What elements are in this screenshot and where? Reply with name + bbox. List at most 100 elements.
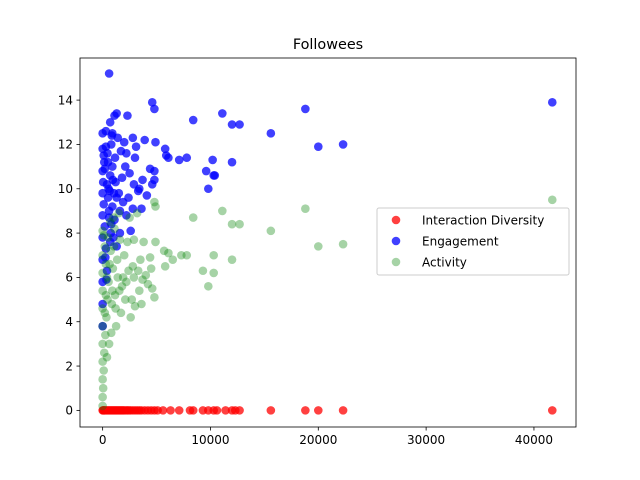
data-point — [100, 242, 110, 251]
data-point — [119, 137, 129, 147]
data-point — [159, 246, 169, 256]
data-point — [142, 191, 152, 200]
data-point — [137, 299, 146, 309]
axes-frame — [79, 57, 577, 428]
data-point — [221, 406, 230, 415]
data-point — [101, 253, 110, 262]
legend-marker — [391, 257, 401, 267]
data-point — [338, 140, 348, 149]
axes: 0 10000 20000 30000 40000 0 2 4 6 8 10 12 14 — [58, 57, 577, 447]
data-point — [122, 277, 131, 287]
data-point — [106, 328, 116, 338]
plot-area — [98, 69, 557, 415]
data-point — [98, 304, 107, 313]
data-point — [110, 111, 119, 120]
data-point — [198, 266, 208, 276]
data-point — [116, 308, 126, 318]
data-point — [204, 281, 213, 291]
data-point — [188, 213, 198, 222]
data-point — [101, 290, 111, 300]
data-point — [107, 131, 117, 140]
data-point — [314, 142, 323, 151]
data-point — [125, 168, 134, 178]
data-point — [210, 171, 220, 180]
data-point — [115, 228, 125, 238]
data-point — [168, 255, 178, 264]
data-point — [99, 348, 109, 358]
y-tick-label: 0 — [65, 404, 73, 418]
data-point — [103, 233, 113, 242]
data-point — [117, 173, 127, 182]
data-point — [147, 180, 157, 189]
data-point — [235, 406, 244, 415]
y-tick-label: 14 — [58, 93, 73, 107]
data-point — [98, 375, 107, 384]
data-point — [119, 250, 129, 260]
data-point — [120, 162, 130, 171]
chart-title: Followees — [293, 37, 363, 53]
data-point — [106, 140, 116, 149]
data-point — [209, 250, 218, 260]
data-point — [131, 142, 141, 151]
data-point — [105, 217, 115, 227]
data-point — [135, 184, 144, 194]
data-point — [227, 120, 237, 129]
data-point — [115, 286, 124, 296]
data-point — [126, 313, 135, 322]
data-point — [130, 153, 140, 163]
series-2 — [98, 195, 557, 411]
data-point — [338, 239, 348, 249]
data-point — [128, 133, 138, 143]
x-tick-label: 10000 — [191, 433, 229, 447]
data-point — [98, 321, 107, 331]
data-point — [227, 255, 237, 264]
data-point — [301, 204, 310, 213]
data-point — [108, 264, 118, 273]
data-point — [161, 151, 171, 160]
data-point — [266, 406, 276, 415]
data-point — [177, 250, 186, 260]
y-tick-label: 4 — [65, 315, 73, 329]
data-point — [113, 273, 123, 282]
legend-marker — [391, 215, 401, 225]
data-point — [103, 193, 113, 202]
data-point — [123, 237, 132, 247]
data-point — [174, 155, 184, 165]
data-point — [124, 266, 133, 276]
x-tick-label: 40000 — [515, 433, 553, 447]
data-point — [106, 228, 116, 238]
data-point — [145, 253, 155, 262]
data-point — [98, 321, 107, 331]
data-point — [547, 98, 557, 107]
data-point — [124, 193, 133, 202]
x-tick-label: 30000 — [407, 433, 445, 447]
data-point — [150, 197, 159, 207]
data-point — [235, 219, 244, 229]
legend-box — [376, 207, 570, 276]
data-point — [130, 301, 140, 311]
data-point — [204, 184, 213, 194]
legend-label: Interaction Diversity — [422, 213, 544, 227]
data-point — [98, 401, 107, 411]
x-tick-label: 0 — [99, 433, 107, 447]
data-point — [99, 157, 109, 167]
data-point — [266, 226, 276, 236]
data-point — [166, 406, 175, 415]
data-point — [109, 188, 119, 198]
data-point — [98, 383, 108, 393]
data-point — [103, 149, 112, 158]
data-point — [100, 308, 110, 318]
data-point — [106, 246, 116, 256]
data-point — [182, 250, 192, 260]
data-point — [122, 149, 131, 158]
data-point — [140, 135, 149, 145]
data-point — [98, 233, 107, 242]
data-point — [108, 286, 117, 296]
data-point — [174, 406, 184, 415]
data-point — [101, 330, 110, 340]
data-point — [117, 281, 127, 291]
data-point — [301, 104, 310, 114]
data-point — [110, 153, 120, 163]
data-point — [158, 406, 168, 415]
data-point — [209, 268, 218, 278]
